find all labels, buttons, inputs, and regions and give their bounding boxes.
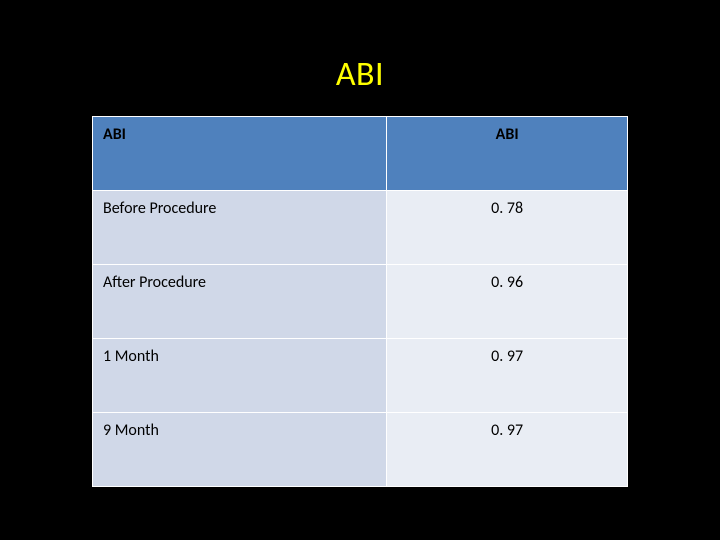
cell-abi-value: 0. 78: [387, 191, 628, 265]
cell-abi-value: 0. 97: [387, 339, 628, 413]
table-row: 9 Month 0. 97: [93, 413, 628, 487]
slide-title: ABI: [0, 54, 720, 95]
cell-timepoint: 1 Month: [93, 339, 387, 413]
abi-data-table: ABI ABI Before Procedure 0. 78 After Pro…: [92, 116, 628, 487]
abi-table: ABI ABI Before Procedure 0. 78 After Pro…: [92, 116, 628, 487]
col-header-abi: ABI: [387, 117, 628, 191]
cell-abi-value: 0. 97: [387, 413, 628, 487]
table-row: Before Procedure 0. 78: [93, 191, 628, 265]
table-row: After Procedure 0. 96: [93, 265, 628, 339]
cell-timepoint: Before Procedure: [93, 191, 387, 265]
cell-timepoint: 9 Month: [93, 413, 387, 487]
cell-abi-value: 0. 96: [387, 265, 628, 339]
table-row: 1 Month 0. 97: [93, 339, 628, 413]
cell-timepoint: After Procedure: [93, 265, 387, 339]
col-header-timepoint: ABI: [93, 117, 387, 191]
table-header-row: ABI ABI: [93, 117, 628, 191]
